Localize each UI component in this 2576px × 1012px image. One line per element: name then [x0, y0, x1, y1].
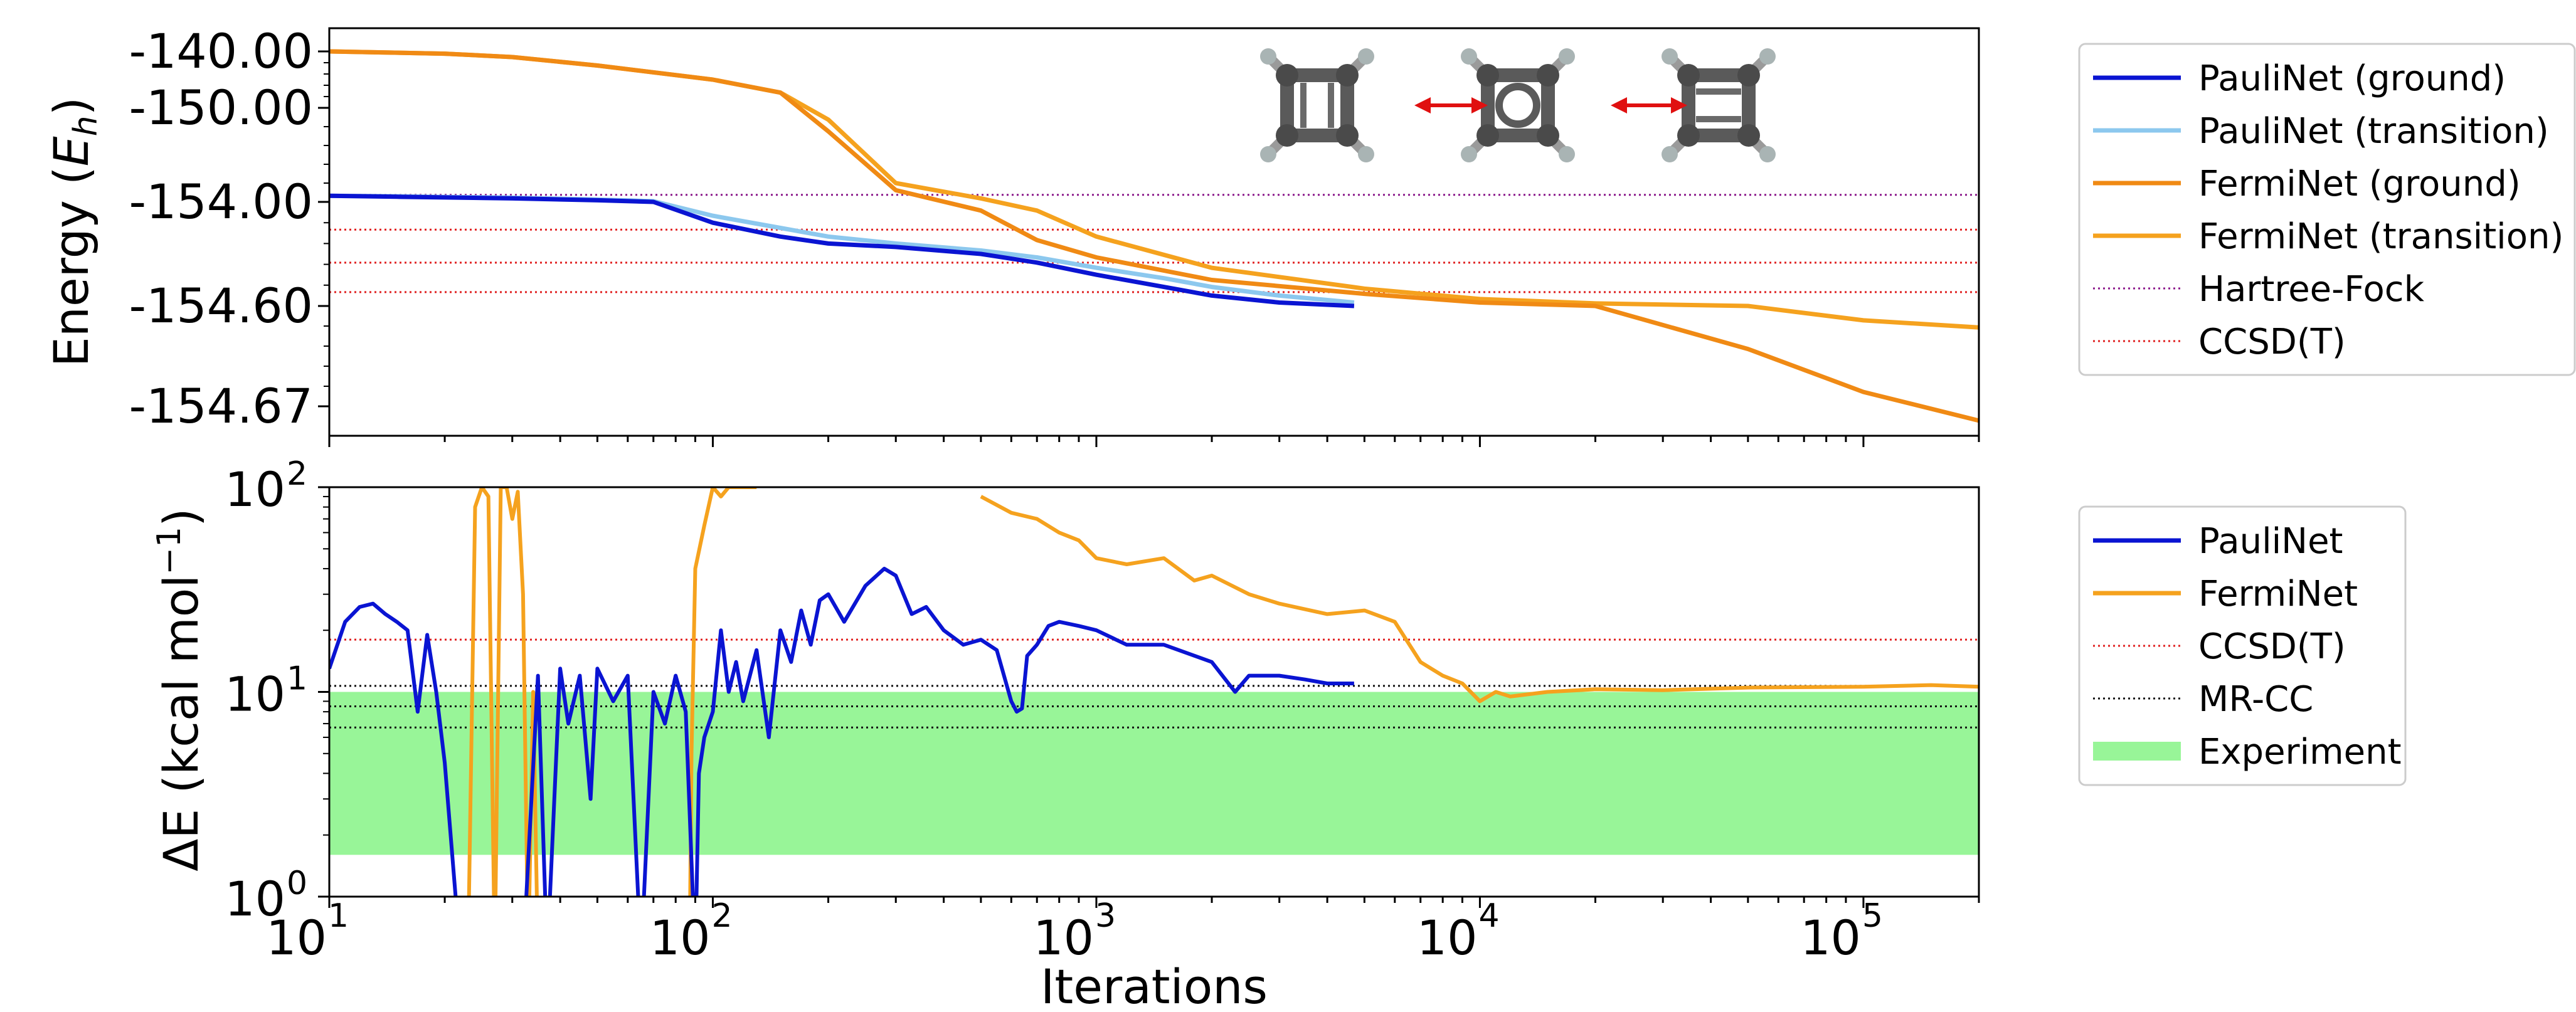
molecule-images: [1260, 48, 1776, 162]
x-tick-exponent: 2: [711, 897, 732, 935]
top-y-tick-label: -140.00: [129, 23, 313, 79]
top-y-tick-label: -150.00: [129, 80, 313, 135]
cyclobutadiene-rectangular-flipped-icon: [1662, 48, 1776, 162]
top-panel: -140.00-150.00 -154.00 -154.60 -154.67 Ener…: [43, 23, 1980, 447]
x-tick-exponent: 1: [328, 897, 349, 935]
top-y-axis-label: Energy (Eh): [43, 97, 105, 367]
x-tick-label: 10: [266, 910, 327, 966]
legend-label-paulinet-transition-: PauliNet (transition): [2198, 111, 2549, 152]
bottom-series-paulinet: [329, 566, 1354, 897]
bottom-y-tick-label: 10: [225, 667, 285, 722]
top-x-ticks: [328, 436, 1980, 447]
double-arrow-icon: [1414, 97, 1488, 113]
legend-swatch-experiment: [2093, 742, 2181, 761]
top-y-ticks: -140.00-150.00 -154.00 -154.60 -154.67: [129, 23, 329, 434]
legend-top-frame: [2078, 43, 2576, 376]
x-axis-label: Iterations: [1041, 959, 1268, 1012]
x-tick-label: 10: [1033, 910, 1094, 966]
x-tick-label: 10: [650, 910, 711, 966]
x-tick-exponent: 4: [1478, 897, 1499, 935]
legend-label-ferminet: FermiNet: [2198, 574, 2358, 614]
double-arrow-icon: [1611, 97, 1687, 113]
legend-bottom: PauliNet FermiNet CCSD(T) MR-CC Experiment: [2078, 505, 2407, 786]
x-tick-label: 10: [1417, 910, 1478, 966]
bottom-x-ticks: 10 1 10 2 10 3 10 4 10 5: [266, 897, 1980, 966]
bottom-y-tick-label: 10: [225, 871, 285, 927]
bottom-y-tick-label: 10: [225, 461, 285, 517]
x-tick-label: 10: [1800, 910, 1861, 966]
top-y-tick-label: -154.67: [129, 378, 313, 434]
legend-label-paulinet-ground-: PauliNet (ground): [2198, 58, 2506, 99]
legend-top: PauliNet (ground) PauliNet (transition) Fe…: [2078, 43, 2576, 376]
legend-label-hartree-fock: Hartree-Fock: [2198, 269, 2425, 310]
experiment-band: [329, 692, 1979, 855]
bottom-series-ferminet: [688, 487, 757, 897]
legend-label-mr-cc: MR-CC: [2198, 679, 2313, 720]
x-tick-exponent: 5: [1862, 897, 1883, 935]
top-series-ferminet-ground-: [329, 49, 1979, 423]
bottom-y-tick-exponent: 2: [287, 455, 307, 493]
legend-label-ferminet-transition-: FermiNet (transition): [2198, 216, 2563, 257]
legend-label-paulinet: PauliNet: [2198, 521, 2343, 562]
x-tick-exponent: 3: [1095, 897, 1116, 935]
bottom-y-tick-exponent: 1: [287, 660, 307, 698]
bottom-y-tick-exponent: 0: [287, 865, 307, 902]
cyclobutadiene-square-transition-icon: [1461, 48, 1575, 162]
top-y-tick-label: -154.60: [129, 278, 313, 334]
bottom-y-axis-label: ΔE (kcal mol−1): [151, 508, 209, 871]
top-series-paulinet-transition-: [329, 193, 1355, 305]
legend-label-ferminet-ground-: FermiNet (ground): [2198, 164, 2521, 204]
cyclobutadiene-rectangular-icon: [1260, 48, 1374, 162]
top-plot-frame: [328, 27, 1980, 437]
top-y-tick-label: -154.00: [129, 174, 313, 229]
top-series-paulinet-ground-: [329, 193, 1355, 308]
bottom-series-ferminet: [980, 495, 1979, 704]
legend-label-ccsd-t-: CCSD(T): [2198, 322, 2346, 362]
legend-label-experiment: Experiment: [2198, 732, 2402, 772]
legend-label-ccsd-t-: CCSD(T): [2198, 626, 2346, 667]
legend-bottom-frame: [2078, 505, 2407, 786]
